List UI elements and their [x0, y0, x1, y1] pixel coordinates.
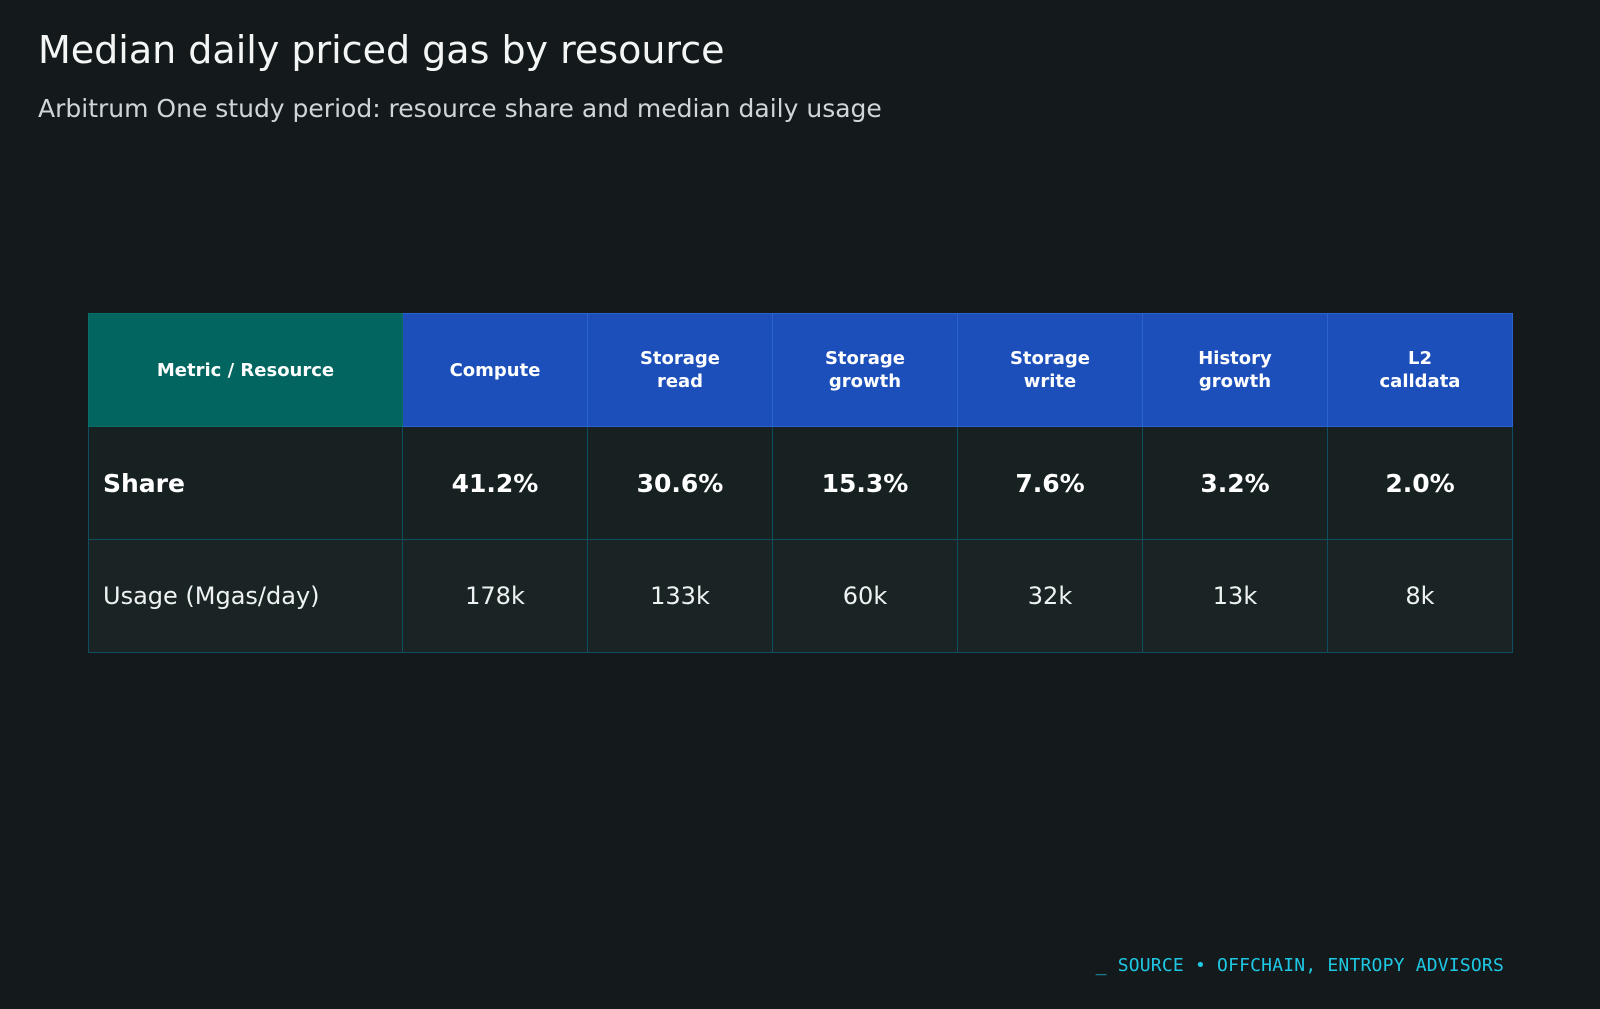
table-row-share: Share 41.2% 30.6% 15.3% 7.6% 3.2% 2.0% [88, 426, 1513, 540]
column-header-label: Compute [449, 359, 541, 381]
header-corner-label: Metric / Resource [156, 359, 335, 381]
column-header: L2 calldata [1327, 313, 1513, 427]
chart-subtitle: Arbitrum One study period: resource shar… [38, 94, 882, 123]
share-cell: 3.2% [1142, 426, 1328, 540]
column-header: History growth [1142, 313, 1328, 427]
share-cell: 30.6% [587, 426, 773, 540]
usage-cell: 32k [957, 539, 1143, 653]
table-row-usage: Usage (Mgas/day) 178k 133k 60k 32k 13k 8… [88, 539, 1513, 653]
header-corner: Metric / Resource [88, 313, 403, 427]
resource-table: Metric / Resource Compute Storage read S… [88, 313, 1513, 653]
source-credit: _ SOURCE • OFFCHAIN, ENTROPY ADVISORS [1095, 955, 1504, 976]
column-header: Storage read [587, 313, 773, 427]
column-header: Storage growth [772, 313, 958, 427]
share-cell: 7.6% [957, 426, 1143, 540]
usage-cell: 8k [1327, 539, 1513, 653]
row-label: Share [88, 426, 403, 540]
column-header-label: Storage growth [824, 348, 906, 392]
column-header-label: L2 calldata [1379, 348, 1461, 392]
usage-cell: 133k [587, 539, 773, 653]
chart-title: Median daily priced gas by resource [38, 28, 725, 72]
share-cell: 15.3% [772, 426, 958, 540]
column-header-label: Storage write [1009, 348, 1091, 392]
column-header: Compute [402, 313, 588, 427]
usage-cell: 13k [1142, 539, 1328, 653]
share-cell: 2.0% [1327, 426, 1513, 540]
column-header: Storage write [957, 313, 1143, 427]
column-header-label: Storage read [639, 348, 721, 392]
share-cell: 41.2% [402, 426, 588, 540]
usage-cell: 178k [402, 539, 588, 653]
row-label: Usage (Mgas/day) [88, 539, 403, 653]
column-header-label: History growth [1198, 348, 1272, 392]
header-row: Metric / Resource Compute Storage read S… [88, 313, 1513, 427]
usage-cell: 60k [772, 539, 958, 653]
